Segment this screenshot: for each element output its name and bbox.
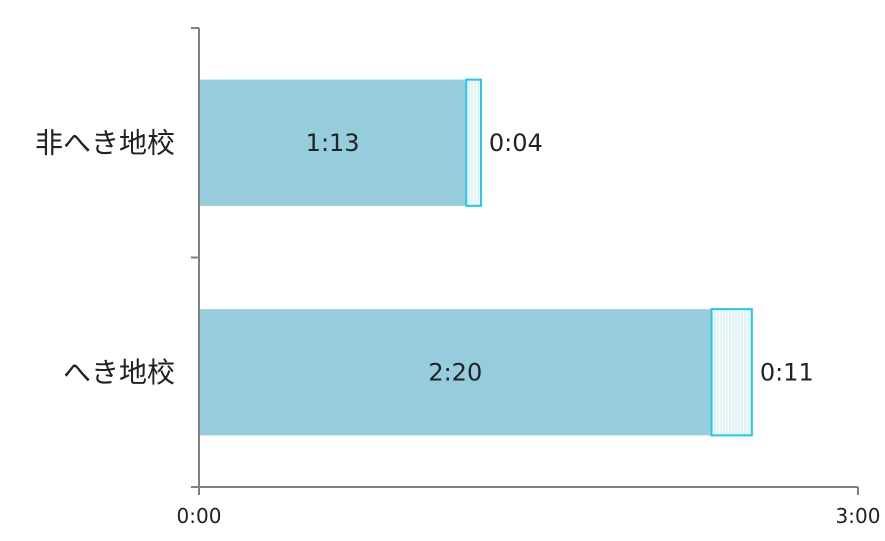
bars-layer (199, 78, 753, 437)
data-labels-layer: 1:13 0:04 非へき地校 2:20 0:11 へき地校 (35, 126, 814, 389)
bar-increment-label: 0:11 (760, 358, 814, 386)
bar-value-label: 2:20 (428, 358, 482, 386)
axes-layer: 0:00 3:00 (177, 27, 881, 528)
category-label: へき地校 (63, 356, 175, 389)
bar-1-segment-2 (465, 78, 482, 207)
bar-increment-label: 0:04 (489, 129, 543, 157)
bar-2-segment-2 (710, 308, 753, 437)
bar-1-segment-1 (199, 79, 467, 206)
x-axis-tick-label: 3:00 (836, 504, 881, 528)
bar-2-segment-1 (199, 309, 712, 436)
category-label: 非へき地校 (35, 126, 175, 159)
x-axis-tick-label: 0:00 (177, 504, 222, 528)
bar-value-label: 1:13 (306, 129, 360, 157)
